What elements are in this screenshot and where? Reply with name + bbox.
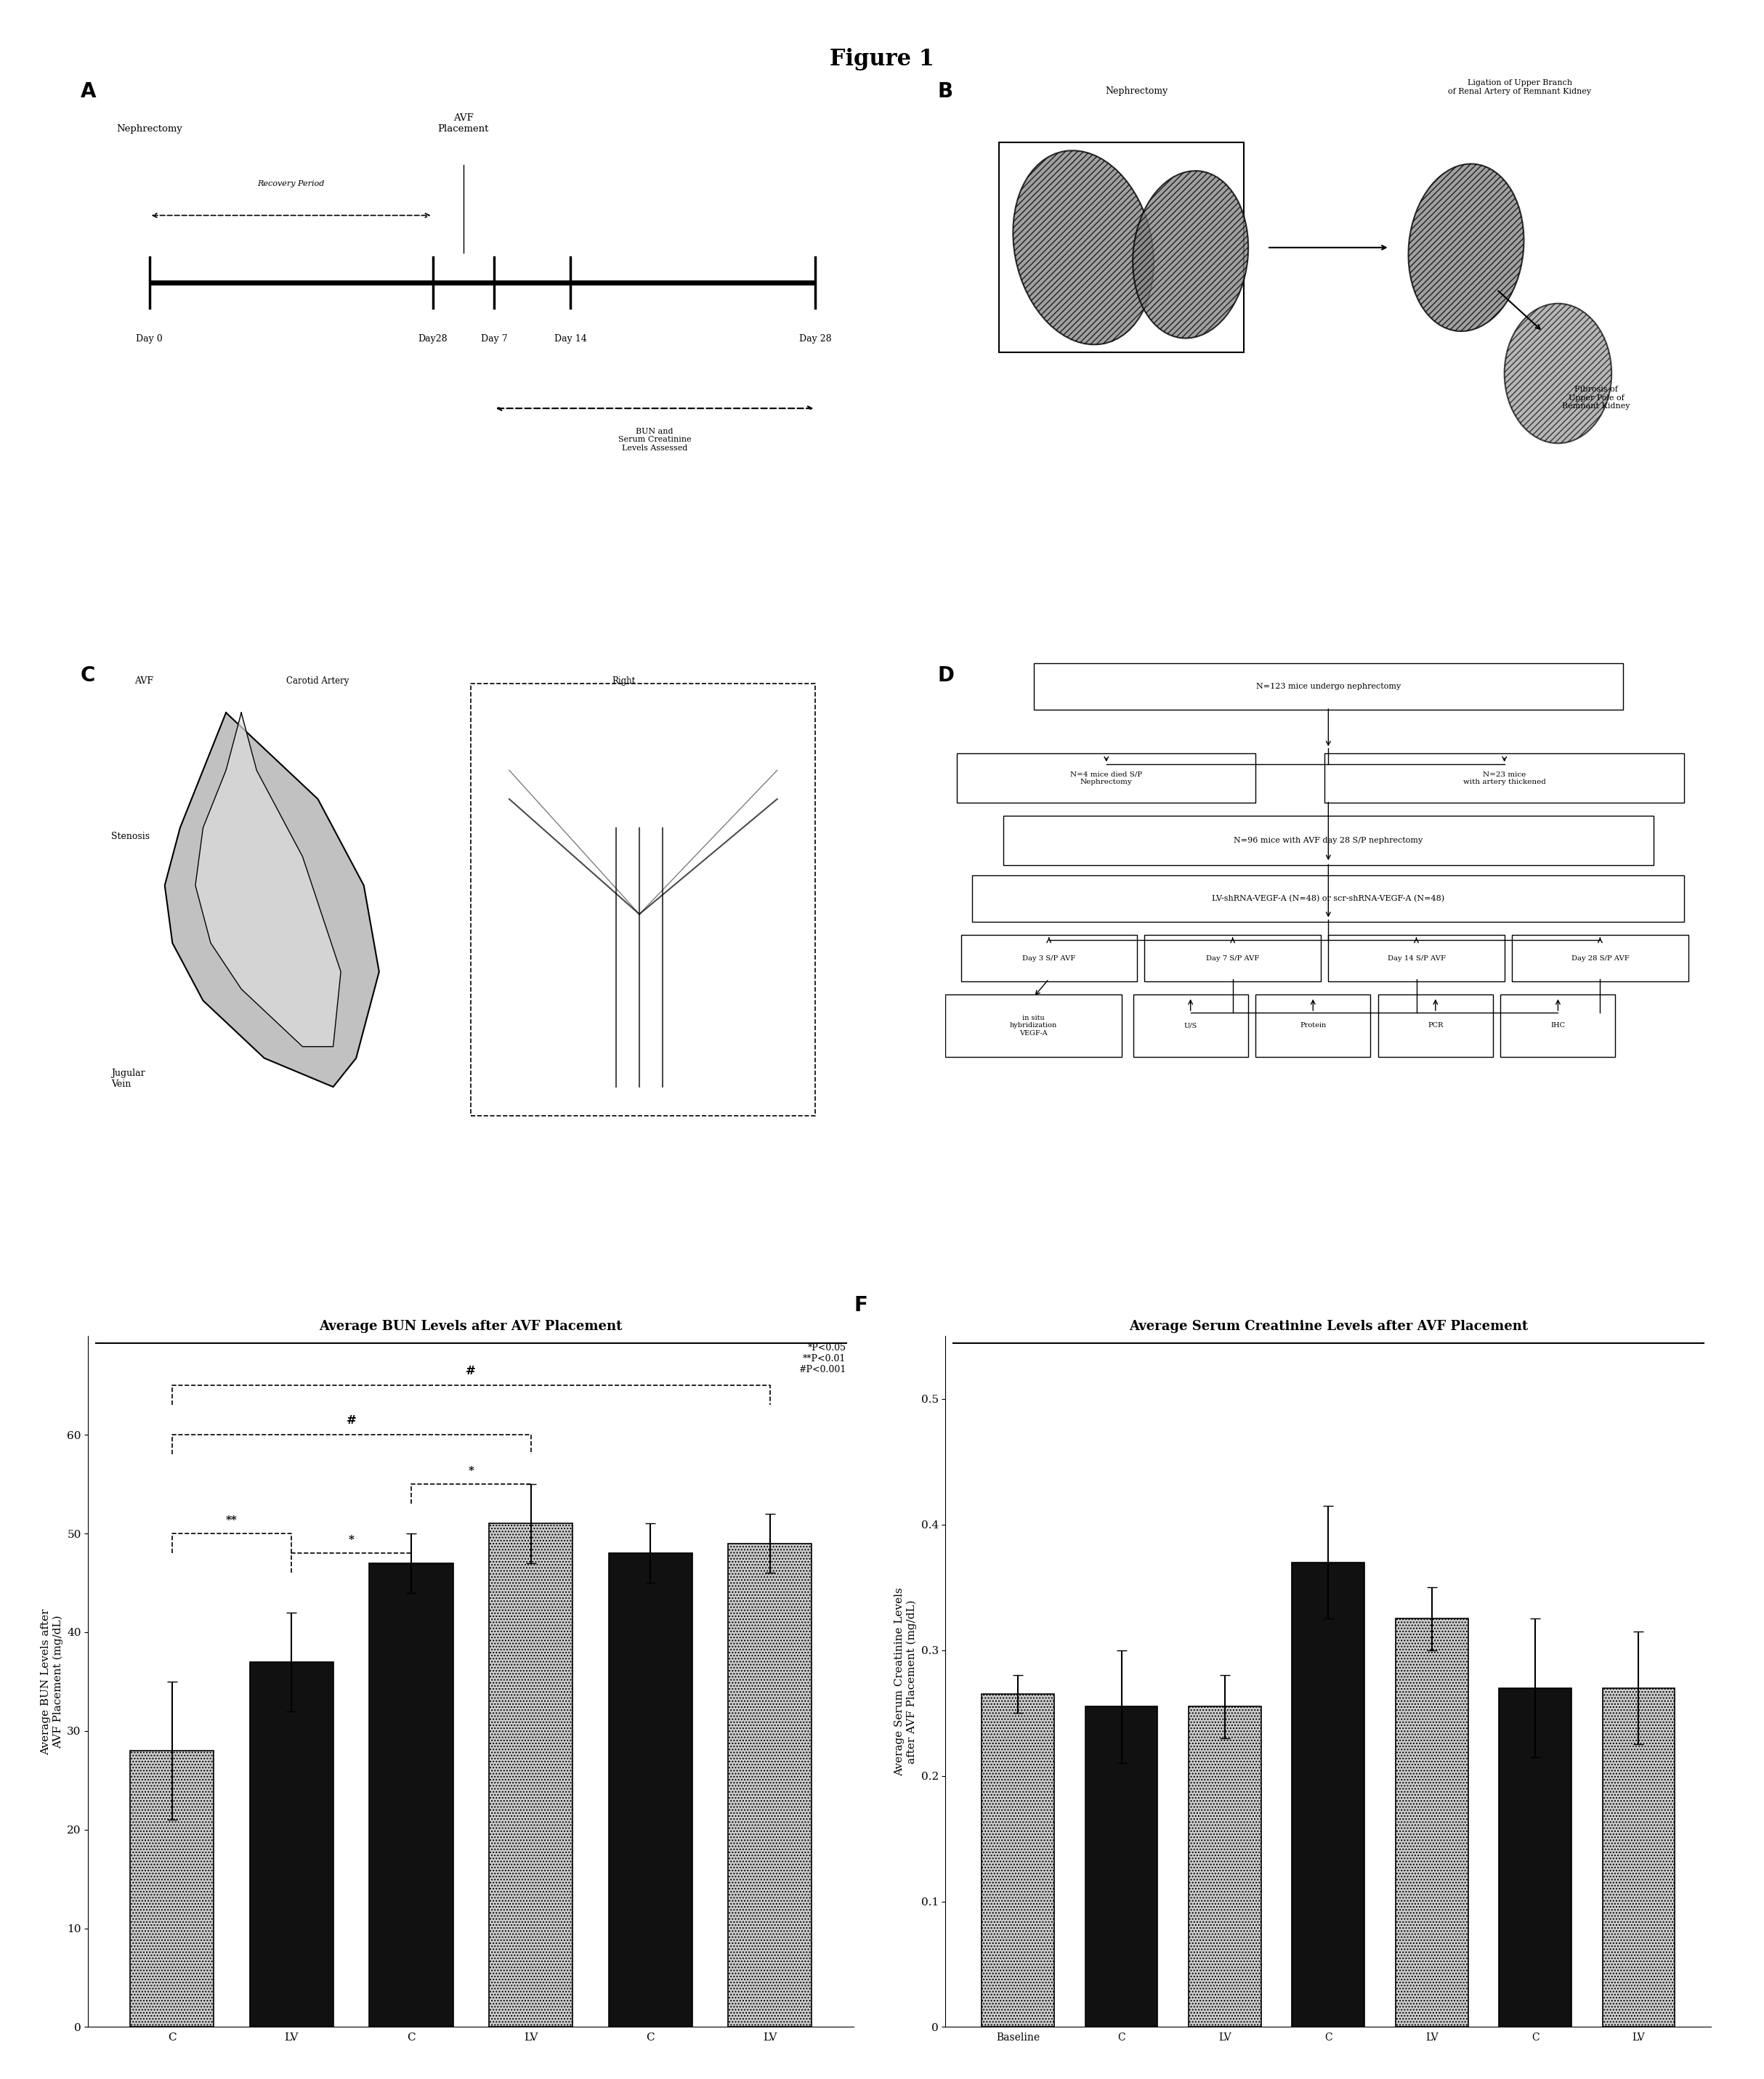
- Text: Day 28: Day 28: [799, 335, 831, 343]
- Text: **: **: [226, 1516, 238, 1526]
- Bar: [250, 1661, 333, 2027]
- FancyBboxPatch shape: [1034, 663, 1623, 709]
- FancyBboxPatch shape: [958, 753, 1256, 802]
- Text: Nephrectomy: Nephrectomy: [116, 125, 182, 133]
- Text: N=96 mice with AVF day 28 S/P nephrectomy: N=96 mice with AVF day 28 S/P nephrectom…: [1233, 836, 1424, 844]
- Text: Jugular
Vein: Jugular Vein: [111, 1069, 145, 1089]
- FancyBboxPatch shape: [1256, 994, 1371, 1056]
- Text: N=123 mice undergo nephrectomy: N=123 mice undergo nephrectomy: [1256, 682, 1401, 690]
- Ellipse shape: [1505, 304, 1612, 443]
- Text: C: C: [81, 665, 95, 686]
- Text: Figure 1: Figure 1: [829, 48, 935, 71]
- Text: BUN and
Serum Creatinine
Levels Assessed: BUN and Serum Creatinine Levels Assessed: [617, 428, 691, 451]
- Text: Nephrectomy: Nephrectomy: [1106, 87, 1168, 96]
- FancyBboxPatch shape: [1328, 936, 1505, 981]
- Text: Recovery Period: Recovery Period: [258, 181, 325, 187]
- Text: *: *: [467, 1466, 475, 1476]
- Text: Day 14 S/P AVF: Day 14 S/P AVF: [1387, 954, 1445, 960]
- Bar: [1395, 1620, 1468, 2027]
- Text: Carotid Artery: Carotid Artery: [286, 676, 349, 686]
- Text: U/S: U/S: [1184, 1023, 1198, 1029]
- Bar: [369, 1563, 453, 2027]
- FancyBboxPatch shape: [1004, 815, 1653, 865]
- Text: #: #: [346, 1414, 356, 1426]
- FancyBboxPatch shape: [1512, 936, 1688, 981]
- FancyBboxPatch shape: [946, 994, 1122, 1056]
- Text: Ligation of Upper Branch
of Renal Artery of Remnant Kidney: Ligation of Upper Branch of Renal Artery…: [1448, 79, 1591, 96]
- Text: Day 14: Day 14: [554, 335, 587, 343]
- Y-axis label: Average Serum Creatinine Levels
after AVF Placement (mg/dL): Average Serum Creatinine Levels after AV…: [894, 1586, 917, 1775]
- Bar: [1291, 1561, 1365, 2027]
- FancyBboxPatch shape: [961, 936, 1138, 981]
- Text: Day 7: Day 7: [480, 335, 508, 343]
- FancyBboxPatch shape: [1378, 994, 1492, 1056]
- Text: *: *: [349, 1534, 355, 1545]
- Text: Day 28 S/P AVF: Day 28 S/P AVF: [1572, 954, 1628, 960]
- Text: Day28: Day28: [418, 335, 448, 343]
- Bar: [489, 1524, 573, 2027]
- Text: B: B: [938, 81, 953, 102]
- Bar: [729, 1543, 811, 2027]
- Polygon shape: [196, 713, 340, 1046]
- Text: AVF: AVF: [134, 676, 153, 686]
- Bar: [131, 1751, 213, 2027]
- Text: A: A: [81, 81, 97, 102]
- Text: N=4 mice died S/P
Nephrectomy: N=4 mice died S/P Nephrectomy: [1071, 771, 1143, 786]
- Bar: [609, 1553, 691, 2027]
- Text: Fibrosis of
Upper Pole of
Remnant Kidney: Fibrosis of Upper Pole of Remnant Kidney: [1563, 387, 1630, 410]
- Y-axis label: Average BUN Levels after
AVF Placement (mg/dL): Average BUN Levels after AVF Placement (…: [41, 1609, 64, 1755]
- Text: PCR: PCR: [1427, 1023, 1443, 1029]
- Text: Right: Right: [612, 676, 635, 686]
- Ellipse shape: [1408, 164, 1524, 331]
- Bar: [983, 1694, 1055, 2027]
- Title: Average BUN Levels after AVF Placement: Average BUN Levels after AVF Placement: [319, 1320, 623, 1333]
- Bar: [1189, 1707, 1261, 2027]
- Bar: [1602, 1688, 1674, 2027]
- Text: Stenosis: Stenosis: [111, 832, 150, 842]
- Text: AVF
Placement: AVF Placement: [437, 114, 489, 133]
- Text: D: D: [938, 665, 954, 686]
- Polygon shape: [164, 713, 379, 1087]
- Text: Day 3 S/P AVF: Day 3 S/P AVF: [1023, 954, 1076, 960]
- Text: LV-shRNA-VEGF-A (N=48) or scr-shRNA-VEGF-A (N=48): LV-shRNA-VEGF-A (N=48) or scr-shRNA-VEGF…: [1212, 894, 1445, 902]
- Text: IHC: IHC: [1551, 1023, 1565, 1029]
- Text: Protein: Protein: [1300, 1023, 1327, 1029]
- FancyBboxPatch shape: [1325, 753, 1685, 802]
- Text: F: F: [854, 1295, 868, 1316]
- Text: Day 7 S/P AVF: Day 7 S/P AVF: [1207, 954, 1259, 960]
- Text: N=23 mice
with artery thickened: N=23 mice with artery thickened: [1462, 771, 1545, 786]
- Bar: [998, 143, 1244, 353]
- Bar: [471, 684, 815, 1116]
- FancyBboxPatch shape: [1145, 936, 1321, 981]
- FancyBboxPatch shape: [1132, 994, 1247, 1056]
- FancyBboxPatch shape: [972, 875, 1685, 921]
- Title: Average Serum Creatinine Levels after AVF Placement: Average Serum Creatinine Levels after AV…: [1129, 1320, 1528, 1333]
- FancyBboxPatch shape: [1501, 994, 1616, 1056]
- Text: *P<0.05
**P<0.01
#P<0.001: *P<0.05 **P<0.01 #P<0.001: [799, 1343, 847, 1374]
- Text: Day 0: Day 0: [136, 335, 162, 343]
- Text: in situ
hybridization
VEGF-A: in situ hybridization VEGF-A: [1011, 1015, 1057, 1037]
- Bar: [1085, 1707, 1157, 2027]
- Ellipse shape: [1013, 150, 1154, 345]
- Text: #: #: [466, 1366, 476, 1378]
- Ellipse shape: [1132, 170, 1249, 339]
- Bar: [1499, 1688, 1572, 2027]
